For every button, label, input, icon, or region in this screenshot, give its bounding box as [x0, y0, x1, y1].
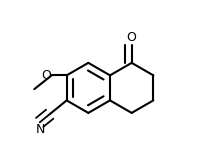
Text: O: O [41, 69, 51, 82]
Text: N: N [36, 123, 45, 136]
Text: O: O [127, 30, 137, 44]
